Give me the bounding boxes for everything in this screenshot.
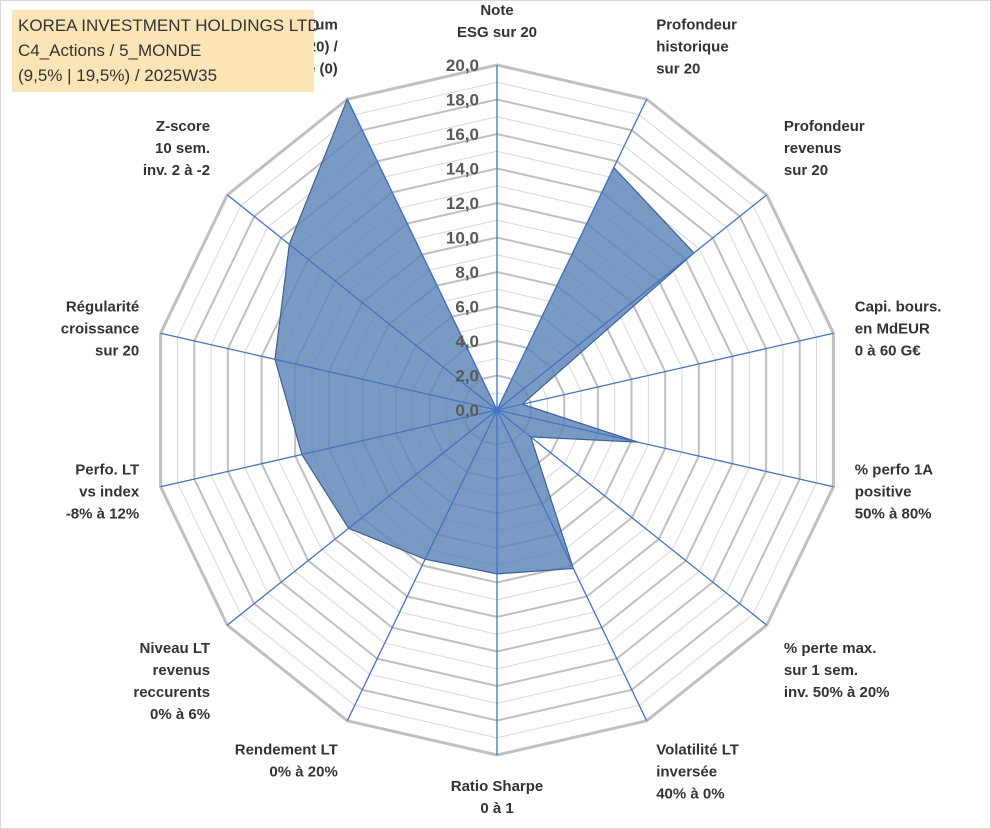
axis-spoke <box>496 409 648 722</box>
axis-label-line: 50% à 80% <box>855 506 932 523</box>
axis-label: Z-score 10 sem. inv. 2 à -2 <box>143 118 210 179</box>
tick-label: 20,0 <box>446 56 479 75</box>
tick-label: 4,0 <box>455 332 479 351</box>
axis-spoke <box>160 332 498 411</box>
axis-label-line: 0 à 60 G€ <box>855 342 922 359</box>
axis-label-line: Profondeur <box>784 118 865 135</box>
axis-label: % perte max. sur 1 sem. inv. 50% à 20% <box>784 640 890 701</box>
axis-label-line: Rendement LT <box>235 742 338 759</box>
axis-spoke <box>496 409 768 626</box>
axis-label-line: Ratio Sharpe <box>451 778 544 795</box>
axis-label-line: sur 1 sem. <box>784 662 858 679</box>
axis-label: Profondeur historique sur 20 <box>656 16 737 77</box>
radar-series <box>274 97 695 575</box>
axis-label-line: revenus <box>784 140 842 157</box>
axis-label-line: sur 20 <box>95 342 139 359</box>
axis-label-line: croissance <box>61 320 139 337</box>
axis-label-line: 40% à 0% <box>656 786 724 803</box>
axis-label: Rendement LT 0% à 20% <box>235 742 338 781</box>
period-info: (9,5% | 19,5%) / 2025W35 <box>18 66 218 85</box>
axis-label-line: 0% à 20% <box>269 764 337 781</box>
axis-label-line: inversée <box>656 764 717 781</box>
axis-label-line: historique <box>656 38 729 55</box>
axis-spoke <box>160 409 498 488</box>
axis-label-line: % perte max. <box>784 640 877 657</box>
axis-spoke <box>496 409 834 488</box>
tick-label: 0,0 <box>455 401 479 420</box>
axis-label-line: -8% à 12% <box>66 506 139 523</box>
tick-label: 14,0 <box>446 160 479 179</box>
axis-label-line: 10 sem. <box>155 140 210 157</box>
axis-label-line: sur 20 <box>784 162 828 179</box>
tick-label: 8,0 <box>455 263 479 282</box>
axis-label-line: Z-score <box>156 118 210 135</box>
axis-label: Volatilité LT inversée 40% à 0% <box>656 742 739 803</box>
axis-label-line: inv. 50% à 20% <box>784 684 890 701</box>
axis-label: Régularité croissance sur 20 <box>61 298 139 359</box>
axis-spoke <box>346 98 498 411</box>
axis-label-line: ESG sur 20 <box>457 24 537 41</box>
axis-label-line: sur 20 <box>656 60 700 77</box>
axis-spoke <box>226 409 498 626</box>
axis-label-line: Régularité <box>66 298 139 315</box>
axis-label-line: Note <box>480 2 513 19</box>
axis-label-line: revenus <box>153 662 211 679</box>
axis-label: Perfo. LT vs index -8% à 12% <box>66 462 140 523</box>
axis-label-line: 0 à 1 <box>480 800 513 817</box>
axis-spoke <box>496 332 834 411</box>
axis-label-line: 0% à 6% <box>150 706 210 723</box>
axis-spoke <box>496 194 768 411</box>
tick-label: 12,0 <box>446 194 479 213</box>
axis-label-line: Perfo. LT <box>75 462 139 479</box>
axis-label: Ratio Sharpe 0 à 1 <box>451 778 544 817</box>
axis-spoke <box>226 194 498 411</box>
tick-label: 2,0 <box>455 367 479 386</box>
axis-label: Capi. bours. en MdEUR 0 à 60 G€ <box>855 298 942 359</box>
axis-label-line: % perfo 1A <box>855 462 934 479</box>
axis-label-line: Volatilité LT <box>656 742 739 759</box>
axis-label: % perfo 1A positive 50% à 80% <box>855 462 934 523</box>
axis-spoke <box>496 98 648 411</box>
axis-label: Note ESG sur 20 <box>457 2 537 41</box>
axis-label-line: positive <box>855 484 912 501</box>
axis-label-line: vs index <box>79 484 140 501</box>
tick-label: 18,0 <box>446 91 479 110</box>
radar-tick-labels: 0,0 2,0 4,0 6,0 8,0 10,0 12,0 14,0 16,0 18,0 20,0 <box>446 56 479 420</box>
axis-spoke <box>346 409 498 722</box>
axis-label: Niveau LT revenus reccurents 0% à 6% <box>133 640 210 723</box>
radar-spokes <box>160 65 834 755</box>
axis-label: Profondeur revenus sur 20 <box>784 118 865 179</box>
axis-label-line: Niveau LT <box>140 640 211 657</box>
security-info-box: KOREA INVESTMENT HOLDINGS LTD C4_Actions… <box>12 10 320 92</box>
security-name: KOREA INVESTMENT HOLDINGS LTD <box>18 16 320 35</box>
axis-label-line: en MdEUR <box>855 320 930 337</box>
tick-label: 6,0 <box>455 298 479 317</box>
axis-label-line: inv. 2 à -2 <box>143 162 210 179</box>
tick-label: 16,0 <box>446 125 479 144</box>
axis-label-line: reccurents <box>133 684 210 701</box>
tick-label: 10,0 <box>446 229 479 248</box>
axis-label-line: Capi. bours. <box>855 298 942 315</box>
portfolio-category: C4_Actions / 5_MONDE <box>18 41 202 60</box>
axis-label-line: Profondeur <box>656 16 737 33</box>
